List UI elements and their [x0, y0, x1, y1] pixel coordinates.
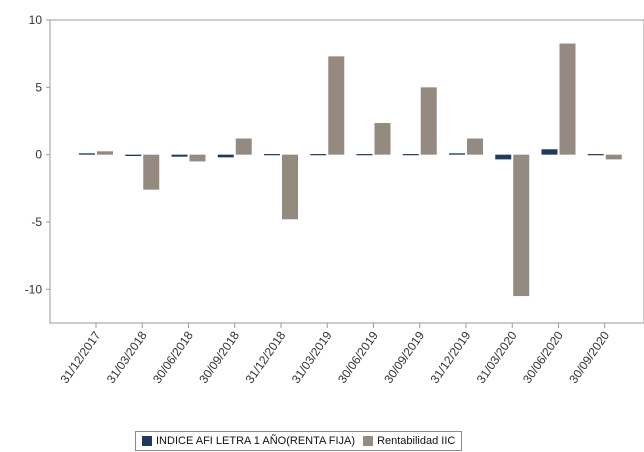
x-tick-label: 30/06/2019: [335, 328, 381, 385]
x-tick-label: 31/12/2018: [243, 328, 289, 385]
bar-indice-afi: [171, 154, 188, 157]
x-tick-label: 30/06/2018: [150, 328, 196, 385]
y-tick-label: -10: [25, 282, 43, 296]
legend-item-indice: INDICE AFI LETRA 1 AÑO(RENTA FIJA): [142, 435, 355, 447]
legend-swatch-rentabilidad: [363, 436, 374, 446]
y-tick-label: -5: [31, 215, 42, 229]
x-tick-label: 30/09/2019: [381, 328, 427, 385]
x-tick-label: 31/03/2020: [474, 328, 520, 385]
x-tick-label: 30/09/2018: [196, 328, 242, 385]
bar-rentabilidad-iic: [97, 151, 113, 155]
x-tick-label: 31/03/2019: [289, 328, 335, 385]
bar-indice-afi: [264, 154, 280, 156]
bar-indice-afi: [310, 154, 327, 156]
legend-swatch-indice: [142, 436, 152, 446]
bar-rentabilidad-iic: [420, 87, 437, 155]
bar-indice-afi: [402, 154, 419, 156]
x-tick-label: 30/06/2020: [520, 328, 566, 385]
x-axis: 31/12/2017 31/03/2018 30/06/2018 30/09/2018…: [58, 323, 612, 386]
bar-indice-afi: [449, 153, 465, 155]
bar-rentabilidad-iic: [143, 154, 160, 190]
bar-rentabilidad-iic: [374, 123, 391, 155]
legend: INDICE AFI LETRA 1 AÑO(RENTA FIJA) Renta…: [135, 431, 463, 451]
bar-rentabilidad-iic: [328, 56, 345, 155]
bar-rentabilidad-iic: [235, 138, 252, 155]
plot-area: [49, 19, 644, 324]
bar-indice-afi: [79, 153, 95, 155]
legend-label-rentabilidad: Rentabilidad IIC: [377, 435, 456, 447]
bar-rentabilidad-iic: [513, 154, 530, 297]
bar-indice-afi: [495, 154, 512, 160]
bar-indice-afi: [217, 154, 234, 158]
bar-indice-afi: [541, 149, 558, 155]
bar-group: [79, 43, 622, 297]
bar-indice-afi: [125, 154, 142, 157]
y-tick-label: 0: [35, 148, 42, 162]
legend-label-indice: INDICE AFI LETRA 1 AÑO(RENTA FIJA): [156, 435, 356, 447]
x-tick-label: 31/12/2017: [58, 328, 104, 385]
y-tick-label: 10: [29, 13, 43, 27]
x-tick-label: 31/12/2019: [428, 328, 474, 385]
bar-rentabilidad-iic: [189, 154, 206, 162]
bar-rentabilidad-iic: [559, 43, 576, 155]
bar-rentabilidad-iic: [282, 154, 298, 220]
bar-indice-afi: [587, 154, 604, 156]
x-tick-label: 31/03/2018: [104, 328, 150, 385]
bar-rentabilidad-iic: [605, 154, 622, 160]
x-tick-label: 30/09/2020: [566, 328, 612, 385]
bar-rentabilidad-iic: [467, 138, 483, 155]
y-tick-label: 5: [35, 80, 42, 94]
bar-indice-afi: [356, 154, 373, 156]
legend-item-rentabilidad: Rentabilidad IIC: [363, 435, 455, 447]
y-axis: 10 5 0 -5 -10: [25, 13, 50, 296]
